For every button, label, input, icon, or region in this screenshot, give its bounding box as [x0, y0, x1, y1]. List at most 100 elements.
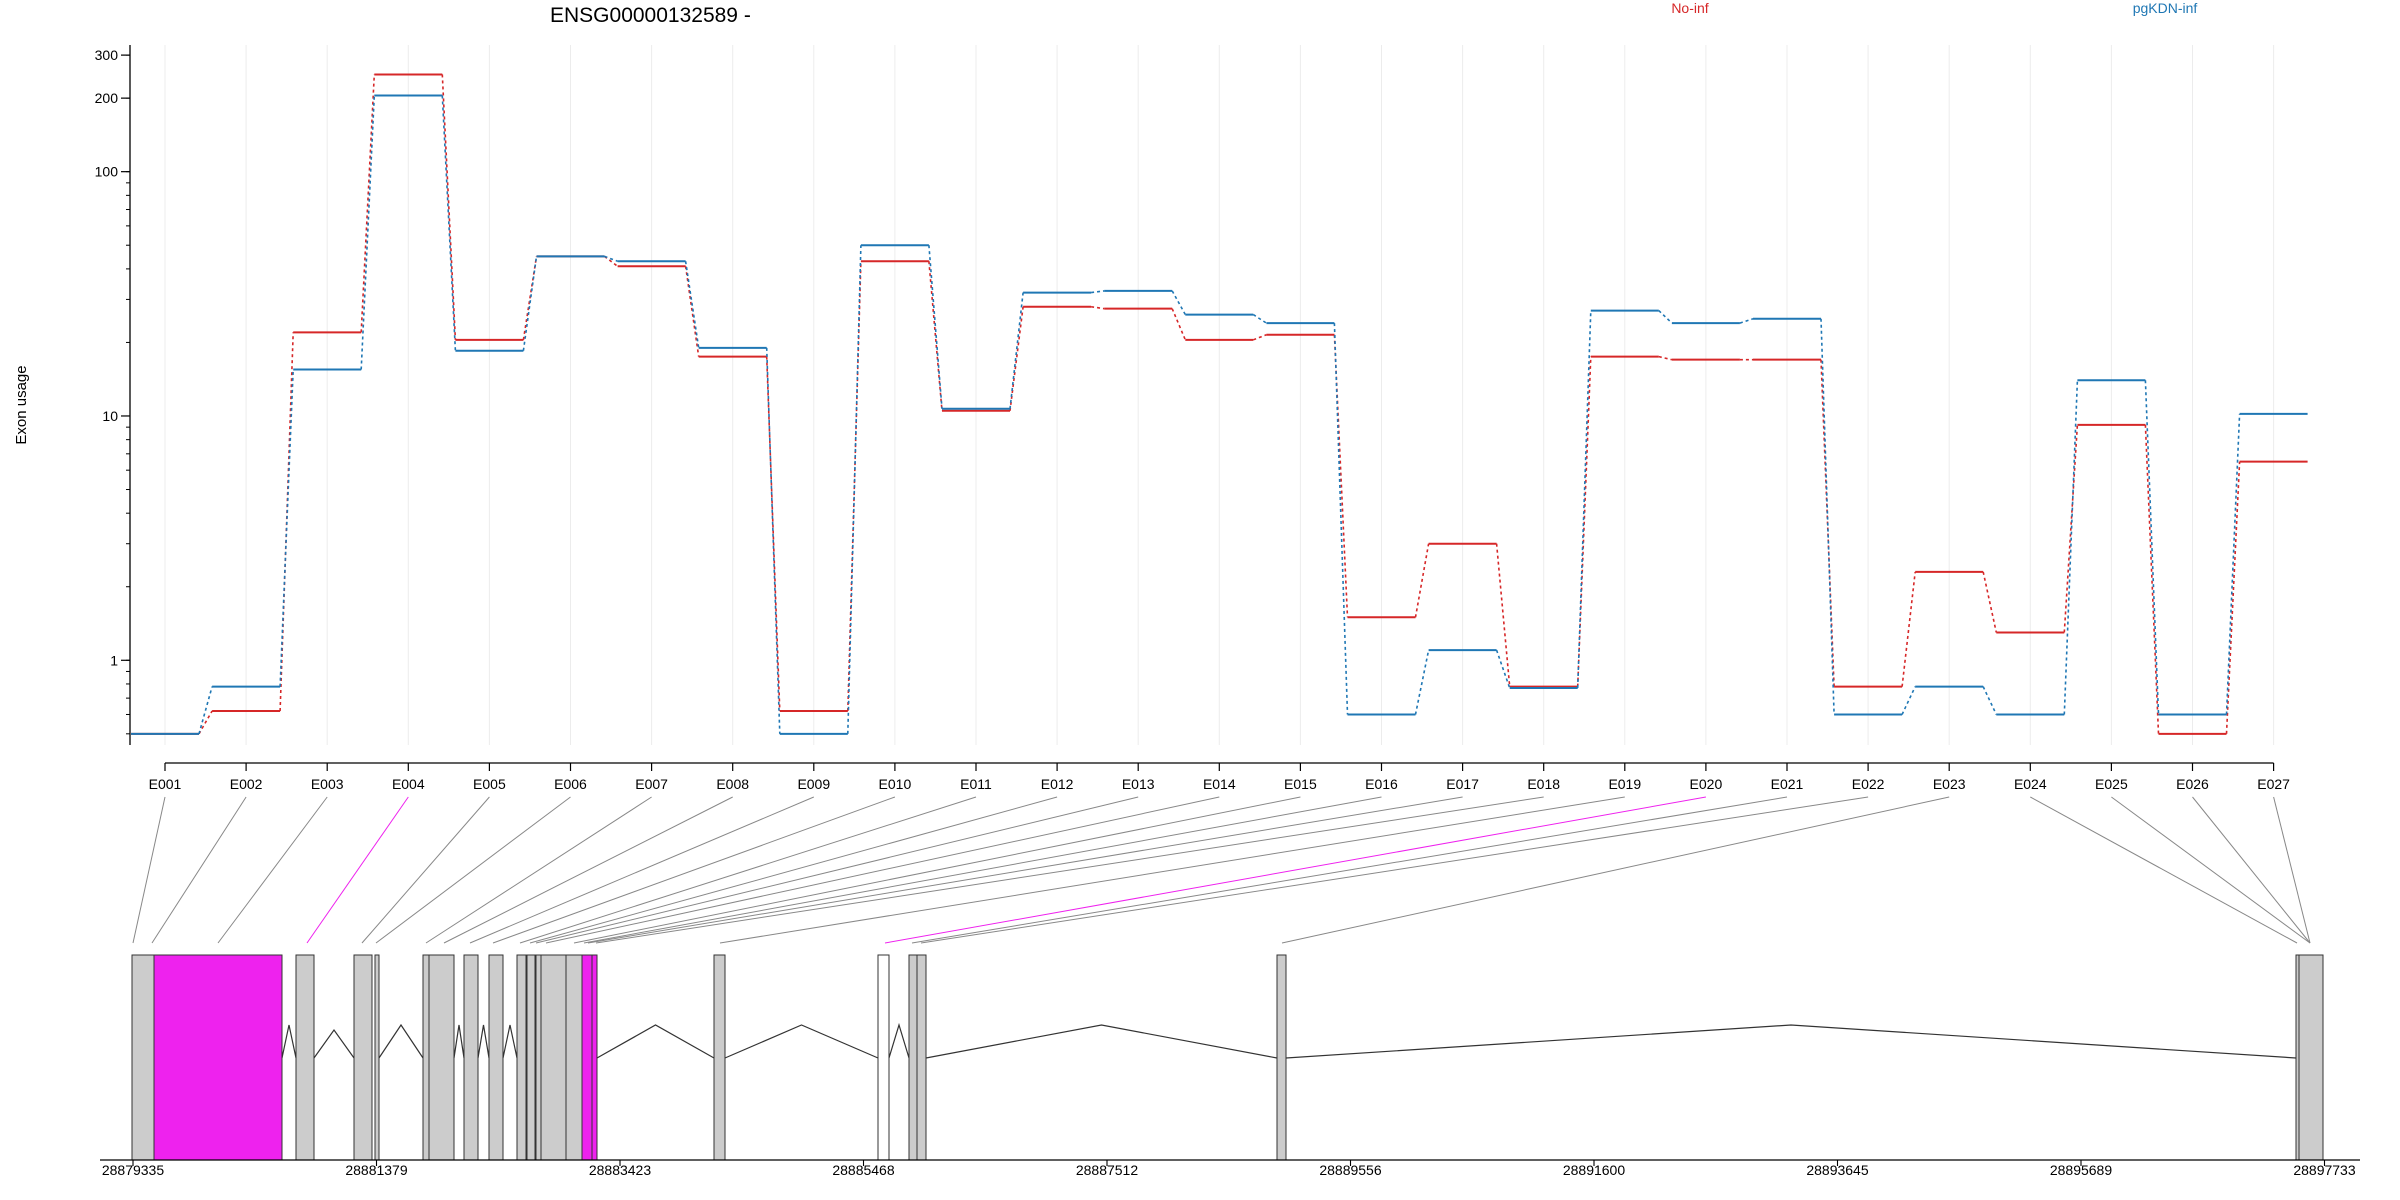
exon-block	[353, 954, 373, 1161]
series-connector	[441, 95, 457, 351]
y-axis-label: Exon usage	[13, 365, 30, 444]
exon-block	[131, 954, 155, 1161]
intron-line	[477, 1024, 490, 1059]
legend-no-inf: No-inf	[1671, 0, 1708, 16]
series-connector	[1576, 310, 1592, 689]
x-tick-label-e011: E011	[960, 776, 992, 792]
series-connector	[1495, 649, 1511, 689]
series-connector	[2144, 380, 2160, 715]
chart-title: ENSG00000132589 -	[550, 4, 751, 27]
exon-connector	[519, 796, 977, 944]
exon-block	[713, 954, 726, 1161]
series-connector	[1414, 650, 1430, 715]
x-tick-label-e007: E007	[635, 776, 668, 792]
genome-tick-label: 28893645	[1806, 1162, 1869, 1178]
exon-block	[526, 954, 536, 1161]
series-connector	[441, 74, 457, 340]
y-tick-label: 100	[95, 164, 119, 180]
x-tick-label-e009: E009	[797, 776, 830, 792]
series-connector	[1658, 310, 1673, 324]
exon-block	[908, 954, 918, 1161]
exon-connector	[151, 796, 247, 944]
intron-line	[925, 1024, 1278, 1059]
exon-block	[153, 954, 283, 1161]
exon-block	[581, 954, 593, 1161]
exon-connector	[911, 796, 1788, 944]
x-tick-label-e016: E016	[1365, 776, 1398, 792]
exon-connector	[132, 796, 166, 944]
x-tick-label-e005: E005	[473, 776, 506, 792]
series-connector	[198, 686, 213, 735]
series-connector	[1901, 686, 1916, 715]
x-tick-label-e021: E021	[1771, 776, 1804, 792]
exon-connector	[217, 796, 328, 944]
x-tick-label-e013: E013	[1122, 776, 1155, 792]
x-tick-label-e010: E010	[879, 776, 912, 792]
intron-line	[378, 1023, 424, 1059]
exon-block	[565, 954, 583, 1161]
series-connector	[1739, 317, 1754, 324]
exon-connector	[443, 796, 733, 944]
series-connector	[522, 256, 538, 340]
series-connector	[1333, 323, 1349, 715]
intron-line	[724, 1024, 879, 1059]
grid-lines	[164, 45, 2275, 745]
exon-connector	[1281, 796, 1950, 944]
exon-block	[428, 954, 455, 1161]
exon-connector	[2030, 796, 2298, 944]
exon-block	[295, 954, 315, 1161]
exon-block	[877, 954, 890, 1161]
x-tick-label-e008: E008	[716, 776, 749, 792]
series-connector	[2225, 461, 2241, 734]
x-tick-label-e025: E025	[2095, 776, 2128, 792]
series-connector	[2063, 424, 2079, 633]
genome-tick-label: 28897733	[2293, 1162, 2356, 1178]
series-connector	[1090, 305, 1105, 310]
x-tick-label-e012: E012	[1041, 776, 1074, 792]
genome-tick-label: 28895689	[2050, 1162, 2113, 1178]
y-tick-label: 10	[102, 408, 118, 424]
series-connector	[360, 95, 376, 370]
exon-connector	[2192, 796, 2311, 944]
series-connector	[1982, 686, 1998, 715]
x-tick-label-e003: E003	[311, 776, 344, 792]
series-connector	[1171, 290, 1187, 315]
exon-connector	[583, 796, 1382, 944]
exon-connector	[361, 796, 490, 944]
series-pgkdn-inf	[131, 94, 2308, 735]
series-connector	[1253, 334, 1267, 341]
x-tick-label-e027: E027	[2257, 776, 2290, 792]
x-tick-label-e014: E014	[1203, 776, 1236, 792]
series-connector	[2225, 413, 2241, 715]
chart-text: ENSG00000132589 - Exon usage No-inf pgKD…	[13, 0, 2197, 445]
exon-connector	[2273, 796, 2311, 944]
genome-tick-label: 28881379	[345, 1162, 408, 1178]
exon-connector	[529, 796, 1058, 944]
series-lines	[131, 73, 2308, 735]
exon-block	[488, 954, 504, 1161]
series-connector	[1495, 543, 1511, 687]
genome-tick-label: 28891600	[1563, 1162, 1626, 1178]
exon-block	[2298, 954, 2324, 1161]
exon-block	[540, 954, 567, 1161]
exon-block	[422, 954, 430, 1161]
exon-connector	[545, 796, 1220, 944]
series-connector	[928, 261, 943, 411]
intron-line	[502, 1024, 518, 1059]
series-connector	[2144, 424, 2160, 734]
series-connector	[522, 256, 538, 351]
series-connector	[765, 356, 781, 712]
genome-tick-label: 28879335	[102, 1162, 165, 1178]
exon-connectors	[132, 796, 2311, 944]
exon-connector	[884, 796, 1706, 944]
exon-connector	[425, 796, 652, 944]
series-connector	[2063, 380, 2079, 715]
y-tick-label: 1	[110, 652, 118, 668]
intron-line	[313, 1028, 355, 1059]
exon-block	[463, 954, 479, 1161]
legend-pgkdn-inf: pgKDN-inf	[2133, 0, 2198, 16]
exon-connector	[375, 796, 571, 944]
exon-connector	[573, 796, 1301, 944]
